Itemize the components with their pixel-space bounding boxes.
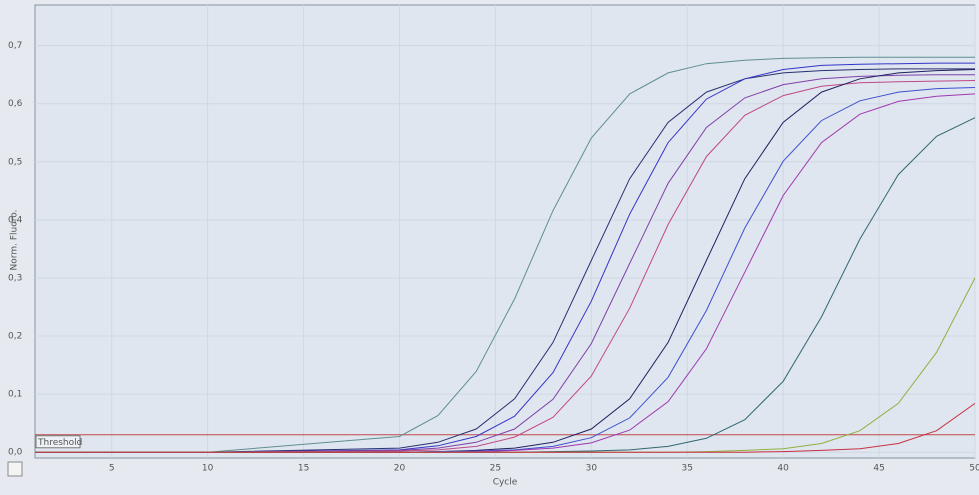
y-tick-label: 0,6 <box>8 99 23 109</box>
y-tick-label: 0,0 <box>8 448 23 458</box>
x-tick-label: 10 <box>202 464 214 474</box>
x-tick-label: 15 <box>298 464 309 474</box>
x-tick-label: 5 <box>109 464 115 474</box>
plot-area <box>35 5 975 458</box>
x-tick-label: 20 <box>394 464 406 474</box>
x-axis-label: Cycle <box>493 478 518 488</box>
chart: 0,00,10,20,30,40,50,60,75101520253035404… <box>0 0 979 495</box>
tool-icon[interactable] <box>8 462 22 476</box>
y-tick-label: 0,2 <box>8 332 22 342</box>
x-tick-label: 45 <box>873 464 884 474</box>
y-axis-label: Norm. Fluoro. <box>10 210 20 271</box>
x-tick-label: 25 <box>490 464 501 474</box>
y-tick-label: 0,3 <box>8 273 22 283</box>
x-tick-label: 40 <box>777 464 789 474</box>
y-tick-label: 0,7 <box>8 41 22 51</box>
y-tick-label: 0,5 <box>8 157 22 167</box>
x-tick-label: 50 <box>969 464 979 474</box>
threshold-label: Threshold <box>37 438 82 448</box>
x-tick-label: 30 <box>586 464 598 474</box>
y-tick-label: 0,1 <box>8 390 22 400</box>
x-tick-label: 35 <box>682 464 693 474</box>
